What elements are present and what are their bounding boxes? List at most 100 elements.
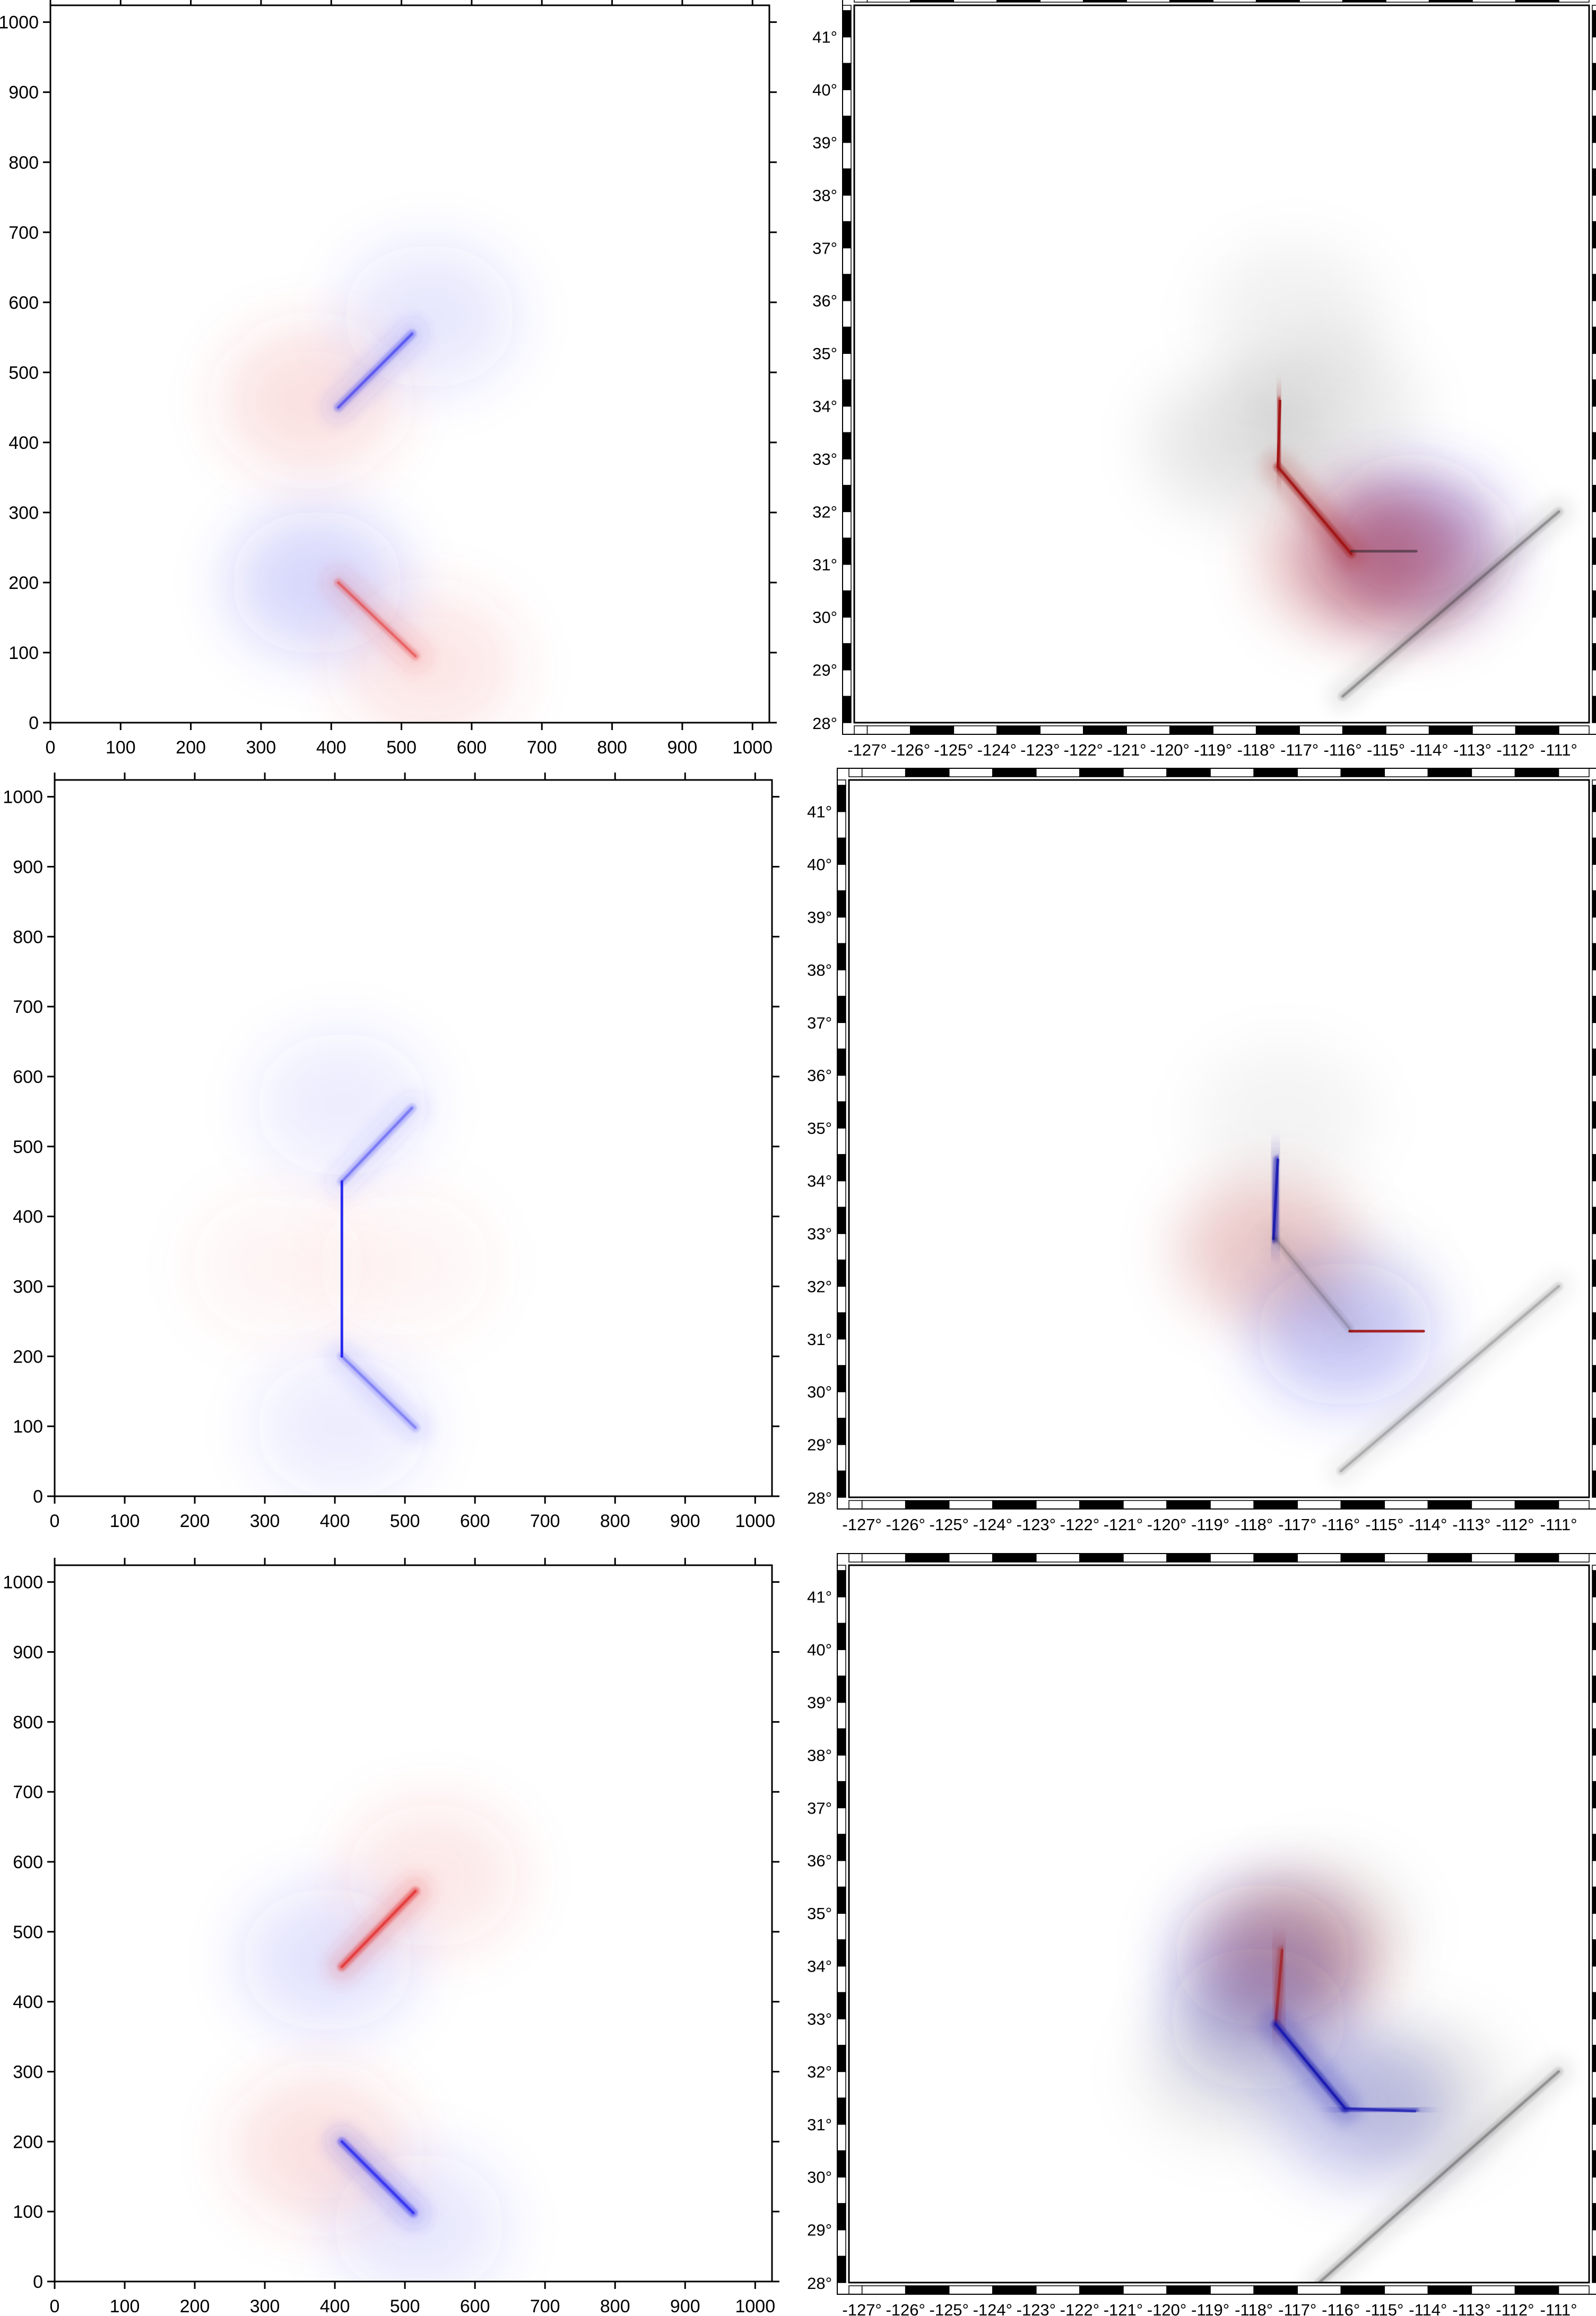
- panel-row2-left: 0 100 200 300 400 500 600 700 800 900 1000 0 100 200 3…: [3, 773, 779, 1531]
- lat-tick-label: 30°: [812, 608, 837, 627]
- frame-bottom-band: [1471, 1500, 1516, 1510]
- frame-right-band: [1592, 1596, 1596, 1624]
- frame-top-band: [1169, 0, 1213, 3]
- plot-frame: [49, 4, 770, 724]
- frame-bottom-band: [1515, 725, 1559, 735]
- frame-top-band: [1255, 0, 1300, 3]
- frame-bottom-band: [1558, 725, 1590, 735]
- frame-left-band: [837, 1074, 846, 1103]
- frame-bottom-band: [1123, 2285, 1167, 2295]
- frame-left-band: [837, 1312, 846, 1340]
- x-tick-label: 400: [320, 2296, 350, 2316]
- lat-tick-label: 36°: [807, 1852, 832, 1870]
- frame-right-band: [1592, 669, 1596, 697]
- panel-row3-left: 0 100 200 300 400 500 600 700 800 900 1000 0 100 200 3…: [3, 1558, 779, 2316]
- lat-tick-label: 29°: [807, 1436, 832, 1454]
- lon-tick-label: -118°: [1235, 1515, 1273, 1534]
- y-tick-label: 100: [8, 643, 39, 663]
- frame-bottom-band: [1427, 1500, 1472, 1510]
- frame-top-band: [1253, 1553, 1298, 1563]
- frame-bottom-band: [1079, 1500, 1124, 1510]
- frame-right-band: [1592, 1154, 1596, 1182]
- lon-tick-label: -116°: [1322, 2301, 1360, 2316]
- outer-frame: [842, 0, 1596, 735]
- fault-trace-2: [1343, 2107, 1417, 2113]
- frame-left-band: [842, 405, 852, 433]
- fault-band-3: [1315, 2067, 1563, 2283]
- frame-right-band: [1592, 168, 1596, 196]
- x-tick-label: 900: [670, 1511, 700, 1531]
- lon-tick-label: -120°: [1150, 741, 1190, 759]
- frame-left-band: [842, 63, 852, 90]
- frame-bottom-band: [996, 725, 1041, 735]
- frame-top-band: [1428, 0, 1473, 3]
- frame-bottom-band: [1212, 725, 1257, 735]
- frame-top-band: [1212, 0, 1257, 3]
- frame-right-band: [1592, 785, 1596, 812]
- frame-left-band: [842, 696, 852, 723]
- y-tick-label: 700: [8, 223, 39, 243]
- lon-tick-label: -114°: [1410, 741, 1448, 759]
- lat-tick-label: 30°: [807, 2168, 832, 2187]
- frame-top-band: [1297, 768, 1342, 777]
- frame-right-band: [1592, 458, 1596, 486]
- y-tick-label: 400: [13, 1992, 43, 2013]
- field-lobe-3: [318, 1193, 491, 1337]
- frame-top-band: [1039, 0, 1084, 3]
- frame-right-band: [1592, 1807, 1596, 1835]
- frame-bottom-band: [1342, 725, 1386, 735]
- lat-tick-label: 34°: [807, 1172, 832, 1191]
- lat-tick-label: 36°: [807, 1066, 832, 1085]
- frame-left-band: [837, 1992, 846, 2019]
- field-layer: [1178, 1046, 1575, 1487]
- frame-left-band: [842, 617, 852, 644]
- frame-bottom-band: [861, 2285, 906, 2295]
- frame-left-band: [837, 1048, 846, 1076]
- fault-trace-1: [1276, 465, 1353, 556]
- x-tick-label: 200: [180, 2296, 210, 2316]
- plot-frame: [848, 779, 1590, 1498]
- y-tick-label: 600: [13, 1067, 43, 1087]
- lon-tick-label: -123°: [1017, 2301, 1056, 2316]
- frame-right-band: [1592, 63, 1596, 90]
- lon-tick-label: -117°: [1280, 741, 1319, 759]
- frame-left-band: [837, 969, 846, 997]
- field-lobe-0: [223, 328, 397, 472]
- frame-top-band: [1166, 1553, 1211, 1563]
- x-tick-label: 500: [386, 738, 417, 758]
- lon-tick-label: -124°: [973, 2301, 1012, 2316]
- frame-left-band: [837, 1233, 846, 1261]
- lat-tick-label: 40°: [807, 855, 832, 874]
- frame-bottom-band: [1297, 2285, 1342, 2295]
- lon-tick-label: -119°: [1194, 741, 1232, 759]
- frame-top-band: [996, 0, 1041, 3]
- frame-right-band: [1592, 274, 1596, 301]
- frame-right-band: [1592, 484, 1596, 513]
- x-tick-label: 600: [460, 1511, 490, 1531]
- frame-top-band: [1514, 768, 1559, 777]
- frame-left-band: [837, 1127, 846, 1155]
- lon-tick-label: -115°: [1365, 1515, 1403, 1534]
- frame-right-band: [1592, 696, 1596, 723]
- frame-right-band: [1592, 1418, 1596, 1445]
- frame-bottom-band: [1384, 2285, 1429, 2295]
- field-lobe-3: [1235, 1857, 1412, 2001]
- x-tick-label: 500: [390, 1511, 420, 1531]
- lat-tick-label: 35°: [807, 1904, 832, 1923]
- field-lobe-2: [1207, 245, 1384, 388]
- fault-band-2: [337, 1352, 420, 1432]
- frame-bottom-band: [1253, 1500, 1298, 1510]
- y-tick-label: 300: [8, 503, 39, 523]
- field-layer: [1139, 1857, 1575, 2283]
- lon-tick-label: -114°: [1409, 1515, 1447, 1534]
- frame-bottom-band: [1472, 725, 1516, 735]
- lat-tick-label: 28°: [807, 2274, 832, 2293]
- fault-trace-2: [340, 1355, 417, 1429]
- frame-right-band: [1592, 1781, 1596, 1809]
- lat-tick-label: 40°: [807, 1641, 832, 1659]
- y-tick-label: 1000: [3, 787, 43, 808]
- x-tick-label: 1000: [735, 2296, 775, 2316]
- frame-left-band: [837, 1565, 846, 1571]
- y-tick-label: 500: [8, 363, 39, 383]
- frame-right-band: [1592, 1444, 1596, 1472]
